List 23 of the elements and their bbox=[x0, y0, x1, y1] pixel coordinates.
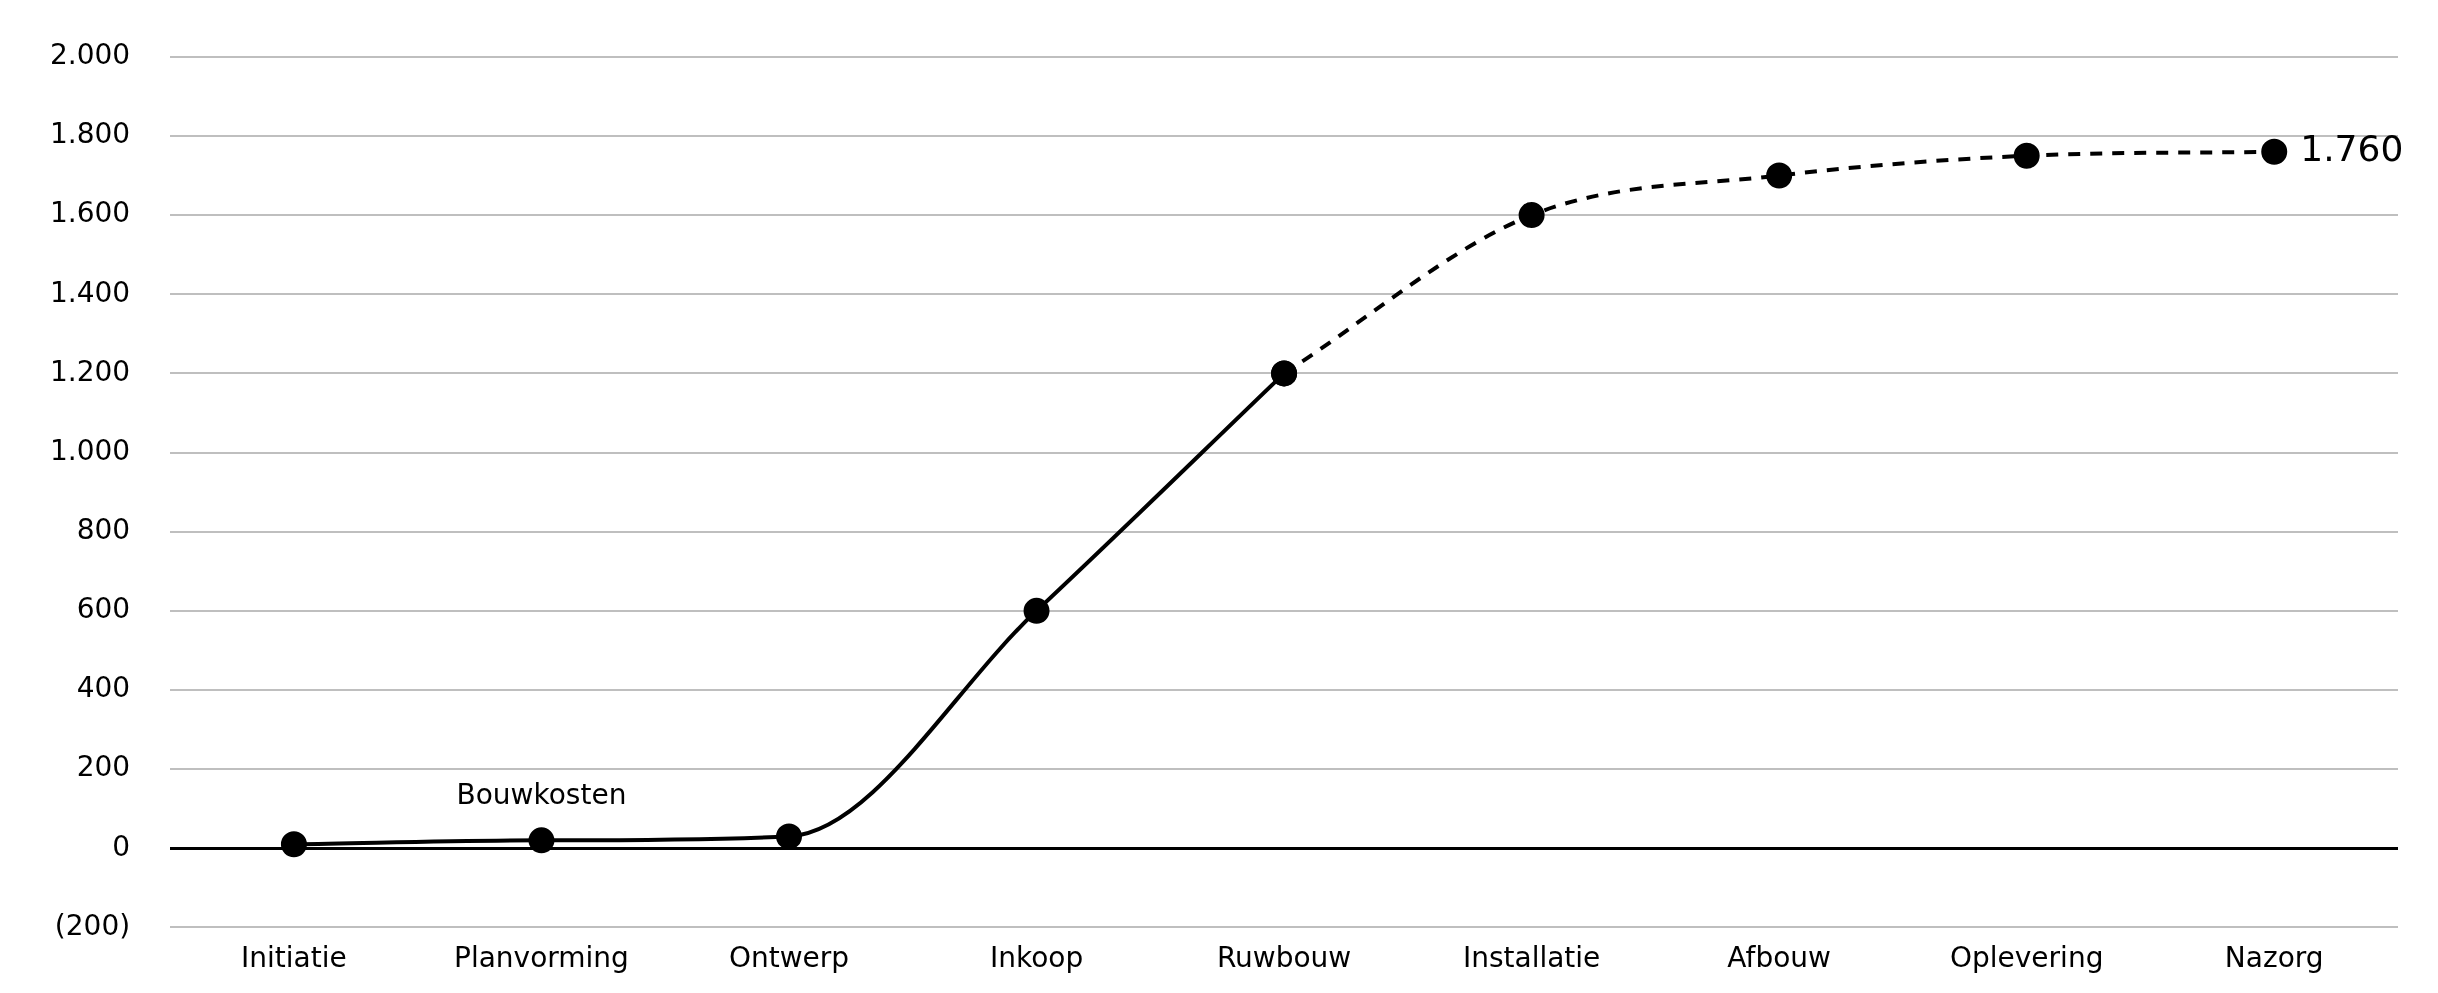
y-tick-label: 400 bbox=[76, 671, 131, 705]
x-tick-label: Planvorming bbox=[454, 941, 629, 975]
y-tick-label: 800 bbox=[76, 512, 131, 546]
y-tick-label: 200 bbox=[76, 750, 131, 784]
y-tick-label: 0 bbox=[112, 829, 131, 863]
x-tick-label: Initiatie bbox=[241, 941, 347, 975]
x-tick-label: Afbouw bbox=[1727, 941, 1831, 975]
data-label: 1.760 bbox=[2300, 128, 2404, 170]
y-tick-label: 1.200 bbox=[49, 354, 131, 388]
y-tick-label: 1.600 bbox=[49, 196, 131, 230]
series-label: Bouwkosten bbox=[456, 777, 627, 811]
y-tick-label: 1.400 bbox=[49, 275, 131, 309]
x-tick-label: Installatie bbox=[1462, 941, 1601, 975]
x-tick-label: Oplevering bbox=[1949, 941, 2104, 975]
x-tick-label: Inkoop bbox=[989, 941, 1084, 975]
y-tick-label: 600 bbox=[76, 592, 131, 626]
y-tick-label: (200) bbox=[54, 908, 131, 942]
x-tick-label: Ontwerp bbox=[728, 941, 850, 975]
x-tick-label: Ruwbouw bbox=[1216, 941, 1352, 975]
x-tick-label: Nazorg bbox=[2224, 941, 2324, 975]
y-tick-label: 2.000 bbox=[49, 38, 131, 72]
y-tick-label: 1.000 bbox=[49, 433, 131, 467]
y-tick-label: 1.800 bbox=[49, 117, 131, 151]
